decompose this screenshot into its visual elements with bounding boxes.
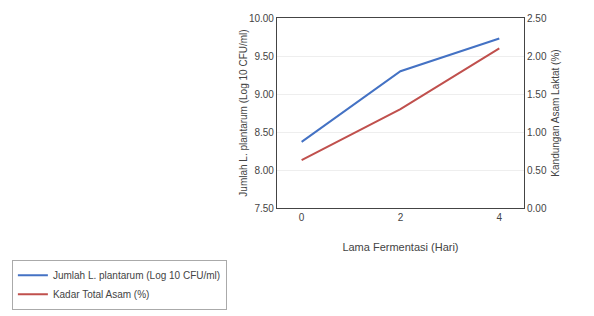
svg-text:8.50: 8.50 xyxy=(254,127,274,138)
svg-text:1.00: 1.00 xyxy=(527,127,547,138)
svg-text:0: 0 xyxy=(299,212,305,223)
svg-text:0.50: 0.50 xyxy=(527,165,547,176)
svg-text:2: 2 xyxy=(398,212,404,223)
svg-text:4: 4 xyxy=(497,212,503,223)
svg-text:2.50: 2.50 xyxy=(527,13,547,24)
svg-text:Lama Fermentasi (Hari): Lama Fermentasi (Hari) xyxy=(342,241,458,253)
svg-text:9.50: 9.50 xyxy=(254,51,274,62)
svg-text:8.00: 8.00 xyxy=(254,165,274,176)
svg-text:Jumlah L. plantarum (Log 10 CF: Jumlah L. plantarum (Log 10 CFU/ml) xyxy=(53,270,220,281)
svg-text:Kandungan Asam Laktat (%): Kandungan Asam Laktat (%) xyxy=(550,49,561,176)
svg-text:7.50: 7.50 xyxy=(254,203,274,214)
svg-text:Kadar Total Asam (%): Kadar Total Asam (%) xyxy=(53,289,150,300)
svg-text:0.00: 0.00 xyxy=(527,203,547,214)
svg-text:1.50: 1.50 xyxy=(527,89,547,100)
svg-text:9.00: 9.00 xyxy=(254,89,274,100)
svg-text:Jumlah L. plantarum (Log 10 CF: Jumlah L. plantarum (Log 10 CFU/ml) xyxy=(238,29,249,196)
svg-text:2.00: 2.00 xyxy=(527,51,547,62)
svg-text:10.00: 10.00 xyxy=(249,13,274,24)
